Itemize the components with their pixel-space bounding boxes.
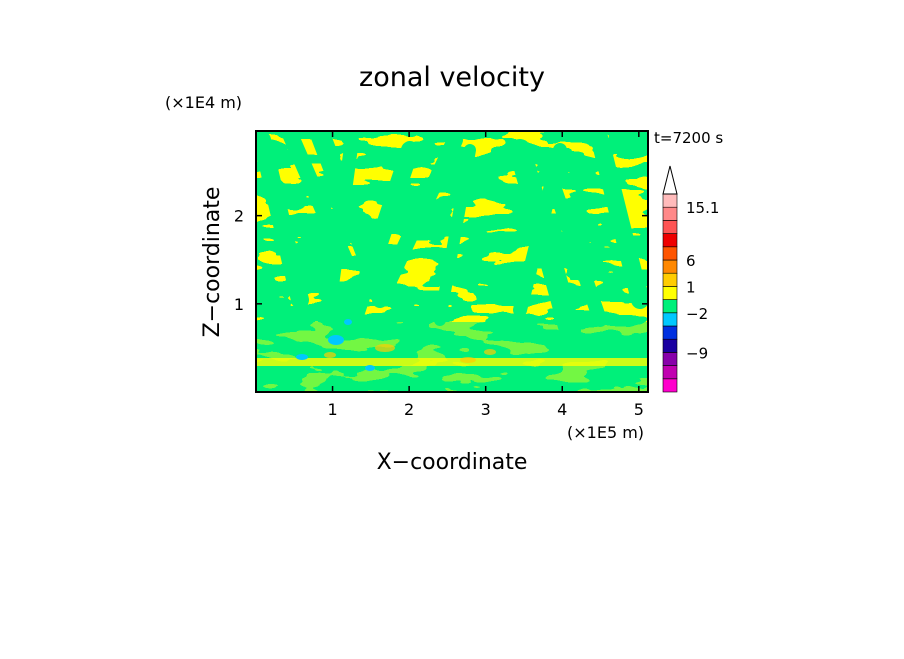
green-stripe	[538, 153, 607, 327]
x-axis-label: X−coordinate	[377, 450, 528, 475]
colorbar-cell	[662, 338, 678, 353]
y-scale-label: (×1E4 m)	[165, 93, 242, 112]
yellow-lower-streak	[256, 358, 648, 366]
x-scale-label: (×1E5 m)	[567, 423, 644, 442]
orange-patch	[324, 352, 336, 358]
cyan-patch	[365, 365, 375, 371]
x-tick-label: 2	[404, 400, 414, 419]
colorbar-cell	[662, 312, 678, 327]
colorbar-cell	[662, 259, 678, 274]
green-stripe	[256, 131, 309, 309]
green-stripe	[591, 131, 648, 309]
y-tick-label: 2	[234, 207, 244, 226]
colorbar-cell	[662, 193, 678, 208]
orange-patch	[484, 349, 496, 355]
x-axis-ticks: 1 2 3 4 5	[327, 131, 644, 419]
colorbar-cell	[662, 233, 678, 248]
colorbar-cell	[662, 299, 678, 314]
plot-frame	[255, 130, 649, 393]
x-tick-label: 4	[557, 400, 567, 419]
colorbar-label: −2	[686, 305, 708, 323]
colorbar-cell	[662, 352, 678, 366]
colorbar-cell	[662, 246, 678, 261]
colorbar-cell	[662, 365, 678, 380]
cyan-patch	[328, 335, 344, 345]
velocity-patches	[256, 131, 648, 392]
colorbar-cell	[662, 325, 678, 340]
green-stripe	[509, 139, 581, 341]
x-tick-label: 1	[327, 400, 337, 419]
colorbar-label: 15.1	[686, 199, 719, 217]
chart-title: zonal velocity	[359, 62, 545, 93]
colorbar-cell	[662, 378, 678, 393]
velocity-field	[256, 131, 648, 392]
y-tick-label: 1	[234, 295, 244, 314]
green-stripe	[323, 133, 359, 307]
colorbar-label: 1	[686, 278, 696, 296]
colorbar-label: 6	[686, 252, 696, 270]
colorbar-extend-arrow	[662, 165, 678, 195]
cyan-patch	[296, 354, 308, 360]
green-stripe	[434, 144, 476, 326]
x-tick-label: 3	[481, 400, 491, 419]
green-stripe	[341, 141, 419, 339]
colorbar-cell	[662, 220, 678, 234]
green-lower-band	[256, 322, 648, 392]
time-label: t=7200 s	[654, 129, 723, 147]
y-axis-label: Z−coordinate	[200, 187, 225, 338]
colorbar: −9 −2 1 6 15.1	[662, 165, 719, 393]
colorbar-label: −9	[686, 344, 708, 362]
colorbar-cell	[662, 206, 678, 221]
green-stripe	[372, 132, 463, 308]
y-axis-ticks: 12	[234, 207, 648, 314]
orange-patch	[460, 357, 476, 363]
x-tick-label: 5	[634, 400, 644, 419]
colorbar-cell	[662, 286, 678, 300]
colorbar-cell	[662, 272, 678, 287]
cyan-patch	[344, 319, 352, 325]
orange-patch	[375, 344, 395, 352]
